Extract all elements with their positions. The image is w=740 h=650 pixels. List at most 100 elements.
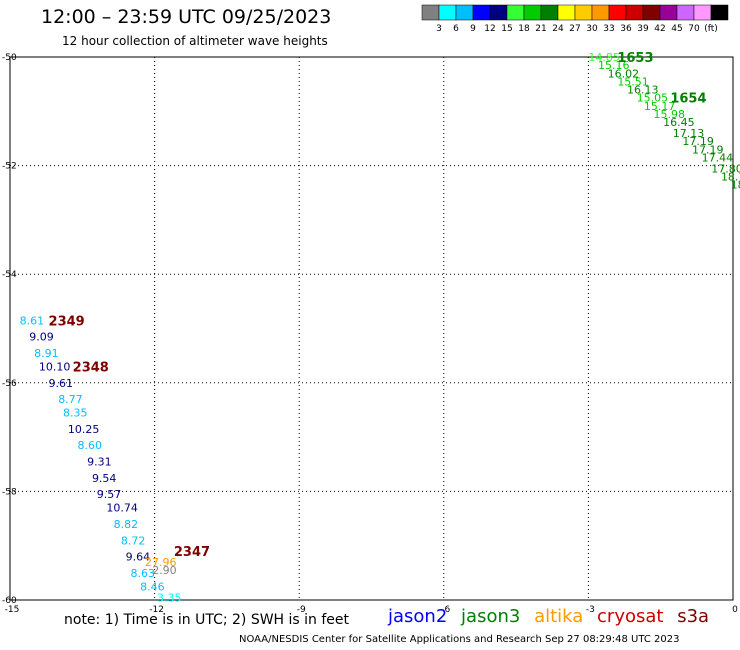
data-point-label: 8.60 bbox=[77, 439, 102, 452]
note-text: note: 1) Time is in UTC; 2) SWH is in fe… bbox=[64, 612, 350, 628]
data-point-label: 8.82 bbox=[114, 518, 139, 531]
satellite-jason2: jason2 bbox=[388, 606, 448, 627]
legend-swatch bbox=[523, 4, 542, 21]
data-point-label: 15.98 bbox=[653, 108, 685, 121]
legend-label: 27 bbox=[569, 24, 580, 34]
satellite-s3a: s3a bbox=[677, 606, 710, 627]
legend-label: 36 bbox=[620, 24, 632, 34]
data-point-label: 10.10 bbox=[39, 361, 71, 374]
data-point-label: 27.96 bbox=[145, 556, 177, 569]
time-label: 2348 bbox=[73, 361, 109, 376]
legend-label: 21 bbox=[535, 24, 546, 34]
data-point-label: 15.17 bbox=[644, 100, 676, 113]
legend-swatch bbox=[455, 4, 474, 21]
data-point-label: 16.13 bbox=[627, 84, 659, 97]
x-tick-label: 0 bbox=[732, 605, 738, 615]
legend-swatch bbox=[693, 4, 712, 21]
data-point-label: 17.13 bbox=[673, 127, 705, 140]
data-point-label: 9.31 bbox=[87, 456, 112, 469]
data-point-label: 10.74 bbox=[106, 502, 137, 515]
legend-label: 39 bbox=[637, 24, 649, 34]
legend-swatch bbox=[540, 4, 559, 21]
footer-credit: NOAA/NESDIS Center for Satellite Applica… bbox=[239, 634, 680, 645]
legend-swatch bbox=[557, 4, 576, 21]
data-point-label: 17.80 bbox=[711, 162, 740, 175]
legend-label: 70 bbox=[688, 24, 700, 34]
data-point-label: 9.57 bbox=[97, 488, 122, 501]
legend-swatch bbox=[710, 4, 729, 21]
data-point-label: 8.77 bbox=[58, 393, 82, 406]
y-tick-label: -60 bbox=[2, 596, 17, 606]
y-tick-label: -52 bbox=[2, 162, 17, 172]
legend-swatch bbox=[472, 4, 491, 21]
legend-label: 3 bbox=[436, 24, 442, 34]
data-point-label: 2.90 bbox=[152, 564, 177, 577]
x-tick-label: -12 bbox=[149, 605, 164, 615]
legend-swatch bbox=[676, 4, 695, 21]
data-point-label: 9.09 bbox=[29, 331, 53, 344]
legend-label: 42 bbox=[654, 24, 665, 34]
plot-frame bbox=[9, 56, 734, 601]
legend-label: 30 bbox=[586, 24, 598, 34]
legend-swatch bbox=[489, 4, 508, 21]
legend-swatch bbox=[574, 4, 593, 21]
legend-swatch bbox=[659, 4, 678, 21]
data-point-label: 16.02 bbox=[608, 67, 640, 80]
y-tick-label: -54 bbox=[2, 270, 17, 280]
chart-subtitle: 12 hour collection of altimeter wave hei… bbox=[62, 34, 328, 48]
time-label: 2349 bbox=[49, 314, 85, 329]
data-point-label: 9.54 bbox=[92, 472, 117, 485]
legend-swatch bbox=[421, 4, 440, 21]
data-point-label: 8.72 bbox=[121, 534, 146, 547]
data-point-label: 8.63 bbox=[131, 567, 156, 580]
data-point-label: 17.44 bbox=[702, 151, 734, 164]
data-point-label: 15.16 bbox=[598, 59, 630, 72]
data-point-label: 15.51 bbox=[617, 75, 649, 88]
satellite-jason3: jason3 bbox=[461, 606, 521, 627]
legend-label: 12 bbox=[484, 24, 495, 34]
legend-swatch bbox=[591, 4, 610, 21]
satellite-cryosat: cryosat bbox=[597, 606, 664, 627]
data-point-label: 17.19 bbox=[682, 135, 714, 148]
time-label: 2347 bbox=[174, 545, 210, 560]
legend-swatch bbox=[438, 4, 457, 21]
chart-title: 12:00 – 23:59 UTC 09/25/2023 bbox=[41, 6, 332, 28]
legend-swatch bbox=[506, 4, 525, 21]
legend-swatch bbox=[608, 4, 627, 21]
data-point-label: 18.11 bbox=[731, 179, 740, 192]
data-point-label: 8.35 bbox=[63, 407, 88, 420]
legend-label: 15 bbox=[501, 24, 512, 34]
data-point-label: 17.19 bbox=[692, 143, 724, 156]
data-point-label: 15.05 bbox=[637, 92, 669, 105]
data-point-label: 9.61 bbox=[49, 377, 73, 390]
x-tick-label: -15 bbox=[5, 605, 20, 615]
data-point-label: 8.46 bbox=[140, 580, 165, 593]
time-label: 1654 bbox=[670, 92, 706, 107]
x-tick-label: -6 bbox=[441, 605, 450, 615]
x-tick-label: -9 bbox=[297, 605, 306, 615]
legend-label: 24 bbox=[552, 24, 564, 34]
y-tick-label: -50 bbox=[2, 53, 17, 63]
data-point-label: 14.85 bbox=[588, 51, 620, 64]
legend-label: 45 bbox=[671, 24, 682, 34]
data-point-label: 10.25 bbox=[68, 423, 100, 436]
y-tick-label: -56 bbox=[2, 379, 17, 389]
x-tick-label: -3 bbox=[586, 605, 595, 615]
legend-label: 9 bbox=[470, 24, 476, 34]
data-point-label: 3.35 bbox=[157, 591, 182, 604]
legend-label: (ft) bbox=[704, 24, 718, 34]
satellite-altika: altika bbox=[534, 606, 584, 627]
data-point-label: 8.61 bbox=[20, 314, 45, 327]
legend-label: 18 bbox=[518, 24, 530, 34]
y-tick-label: -58 bbox=[2, 487, 17, 497]
data-point-label: 16.45 bbox=[663, 116, 695, 129]
data-point-label: 18.11 bbox=[721, 170, 740, 183]
satellite-legend: jason2 jason3 altika cryosat s3a bbox=[388, 606, 717, 627]
data-point-label: 9.64 bbox=[126, 551, 150, 564]
legend-label: 6 bbox=[453, 24, 459, 34]
data-point-label: 8.91 bbox=[34, 347, 59, 360]
time-label: 1653 bbox=[617, 51, 653, 66]
legend-swatch bbox=[625, 4, 644, 21]
